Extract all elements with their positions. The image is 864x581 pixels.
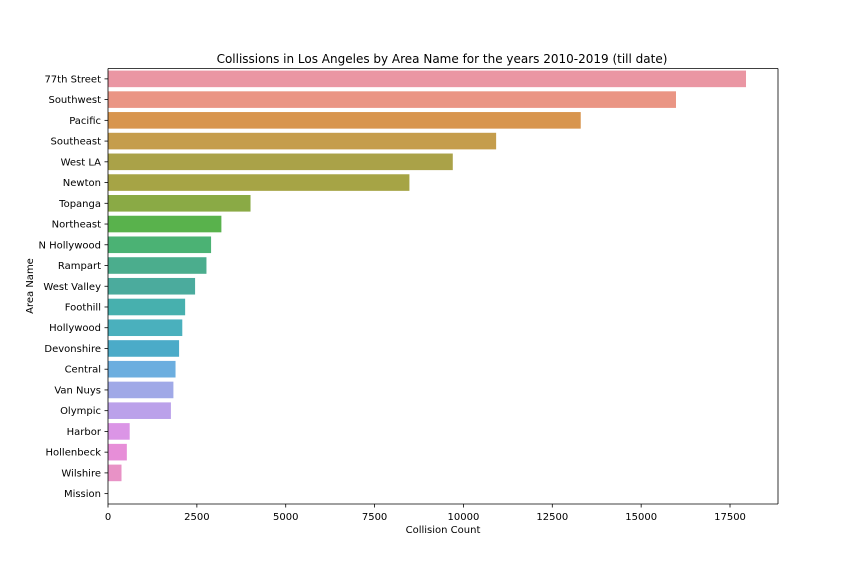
bar-newton [108,174,410,191]
bar-northeast [108,215,222,233]
bar-hollenbeck [108,443,127,461]
y-tick-label: Devonshire [44,344,101,355]
y-tick-label: Hollywood [49,323,101,334]
bars-group [108,70,747,482]
y-tick-label: West Valley [43,282,101,293]
y-tick-label: 77th Street [44,74,101,85]
bar-southeast [108,132,497,150]
y-tick-label: Pacific [69,116,101,127]
bar-central [108,360,176,378]
chart-title: Collissions in Los Angeles by Area Name … [217,52,668,66]
x-tick-label: 10000 [448,512,480,523]
x-tick-label: 12500 [536,512,568,523]
bar-pacific [108,112,581,129]
x-tick-label: 2500 [184,512,209,523]
y-tick-label: Harbor [67,427,102,438]
bar-hollywood [108,319,183,337]
y-tick-label: Topanga [58,199,101,210]
y-axis-label: Area Name [25,258,36,314]
bar-wilshire [108,464,122,482]
bar-van-nuys [108,381,174,399]
bar-rampart [108,257,207,274]
bar-olympic [108,402,171,419]
y-tick-label: Central [65,365,101,376]
x-axis-label: Collision Count [406,525,481,536]
y-tick-label: N Hollywood [38,240,101,251]
y-tick-label: Newton [63,178,101,189]
x-tick-label: 5000 [273,512,298,523]
bar-foothill [108,298,186,316]
bar-harbor [108,423,130,440]
bar-southwest [108,91,676,108]
bar-topanga [108,195,251,212]
y-tick-label: Foothill [65,302,101,313]
y-tick-label: Southeast [51,137,102,148]
y-tick-label: Northeast [52,220,101,231]
x-tick-label: 15000 [625,512,657,523]
bar-n-hollywood [108,236,212,254]
y-tick-label: Mission [64,489,101,500]
y-tick-label: Rampart [58,261,101,272]
x-tick-label: 7500 [362,512,387,523]
x-tick-label: 17500 [714,512,746,523]
bar-77th-street [108,70,747,88]
x-axis-ticks: 0 2500 5000 7500 10000 12500 15000 17500 [105,504,746,523]
bar-west-valley [108,277,196,295]
y-axis-ticks: 77th Street Southwest Pacific Southeast West… [38,74,108,500]
bar-west-la [108,153,453,171]
y-tick-label: Hollenbeck [46,448,102,459]
y-tick-label: Olympic [60,406,101,417]
x-tick-label: 0 [105,512,111,523]
y-tick-label: Van Nuys [54,385,101,396]
y-tick-label: Southwest [48,95,101,106]
axes-frame [107,68,779,505]
y-tick-label: West LA [61,157,102,168]
y-tick-label: Wilshire [61,468,101,479]
bar-devonshire [108,340,180,357]
